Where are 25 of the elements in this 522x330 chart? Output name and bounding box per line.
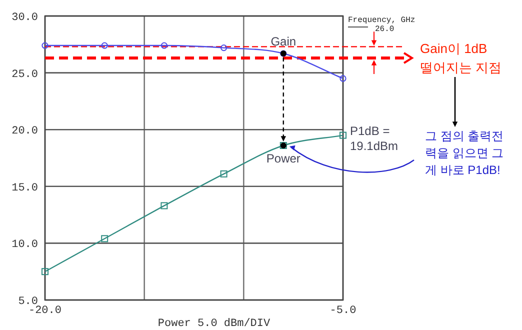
y-tick-label: 10.0	[12, 239, 38, 252]
point	[160, 42, 168, 49]
x-tick-label: -5.0	[330, 305, 356, 317]
point	[101, 42, 108, 49]
x-axis-title: Power 5.0 dBm/DIV	[158, 318, 271, 330]
annotation: Power	[266, 152, 300, 166]
text: P1dB = 19.1dBm	[350, 124, 398, 153]
point	[220, 170, 228, 178]
y-tick-label: 30.0	[12, 12, 38, 24]
point	[340, 75, 346, 82]
text: Frequency, GHz	[348, 16, 416, 25]
y-tick-label: 25.0	[12, 68, 38, 81]
point	[42, 42, 48, 49]
y-tick-label: 20.0	[12, 126, 38, 138]
point	[220, 44, 228, 52]
point	[340, 132, 346, 139]
point	[101, 235, 108, 242]
text: Gain이 1dB 떨어지는 지점	[420, 41, 502, 75]
x-tick-label: -20.0	[28, 305, 62, 317]
point	[160, 202, 168, 210]
annotation: Gain	[270, 34, 296, 48]
text: 그 점의 출력전 력을 읽으면 그 게 바로 P1dB!	[425, 129, 504, 177]
point	[42, 268, 48, 276]
y-tick-label: 15.0	[12, 182, 38, 194]
text: 26.0	[375, 25, 394, 34]
